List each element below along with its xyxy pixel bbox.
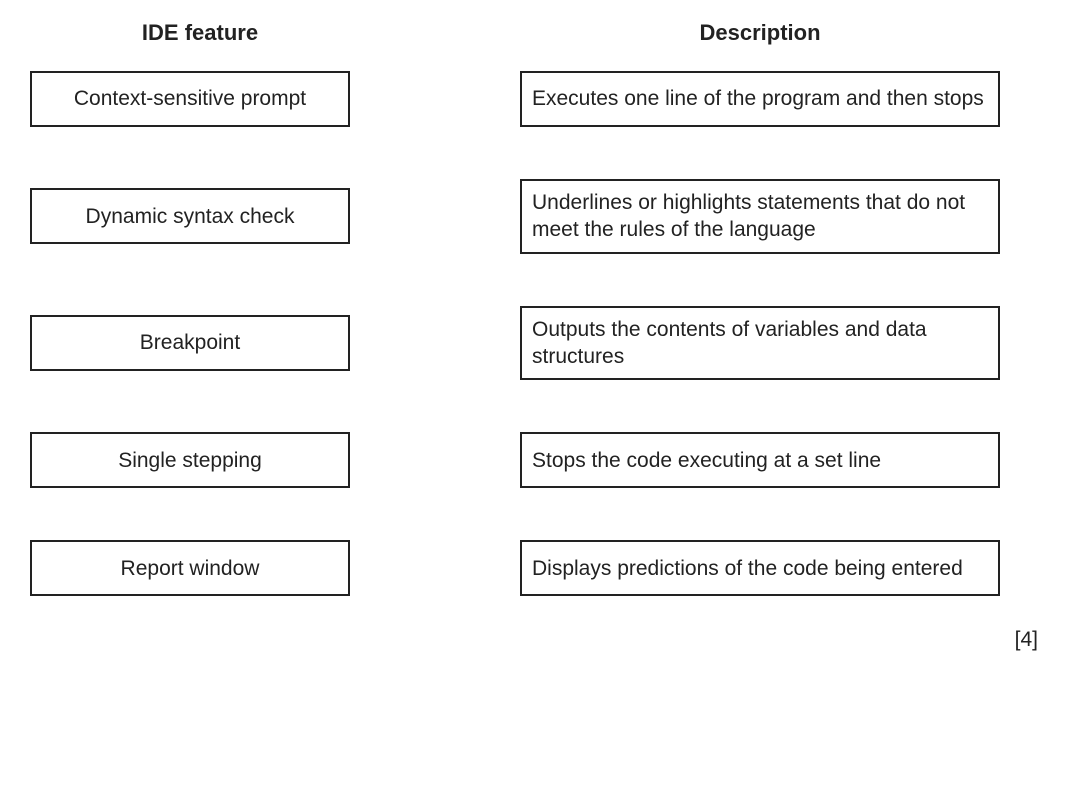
feature-box: Breakpoint [30,315,350,371]
matching-exercise: IDE feature Description Context-sensitiv… [30,20,1048,652]
header-gap [370,20,520,46]
marks-label: [4] [30,628,1048,652]
match-row: Breakpoint Outputs the contents of varia… [30,306,1048,381]
description-box: Executes one line of the program and the… [520,71,1000,127]
description-box: Stops the code executing at a set line [520,432,1000,488]
description-box: Underlines or highlights statements that… [520,179,1000,254]
feature-box: Report window [30,540,350,596]
feature-box: Single stepping [30,432,350,488]
match-row: Dynamic syntax check Underlines or highl… [30,179,1048,254]
feature-box: Context-sensitive prompt [30,71,350,127]
header-description: Description [520,20,1000,46]
description-box: Displays predictions of the code being e… [520,540,1000,596]
match-row: Report window Displays predictions of th… [30,540,1048,596]
column-headers: IDE feature Description [30,20,1048,46]
description-box: Outputs the contents of variables and da… [520,306,1000,381]
feature-box: Dynamic syntax check [30,188,350,244]
match-row: Context-sensitive prompt Executes one li… [30,71,1048,127]
header-ide-feature: IDE feature [30,20,370,46]
match-row: Single stepping Stops the code executing… [30,432,1048,488]
